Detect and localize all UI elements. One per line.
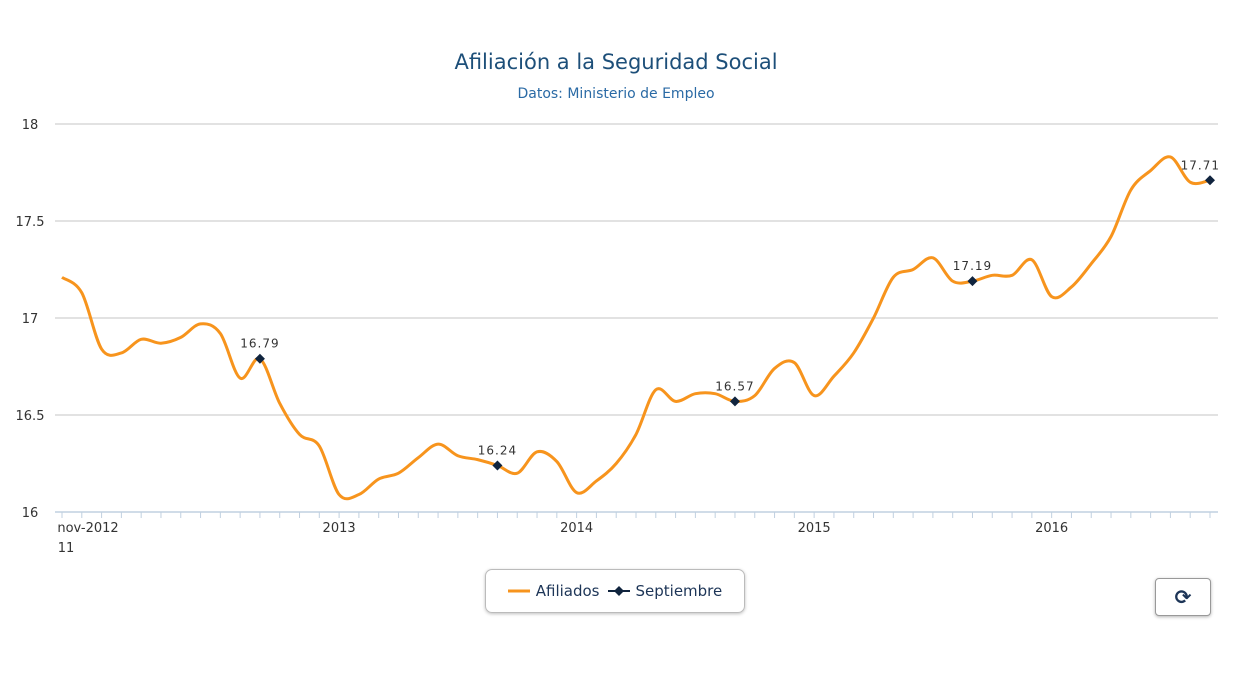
- data-label: 16.24: [478, 443, 517, 457]
- x-tick-sublabel: 11: [58, 541, 75, 556]
- septiembre-marker: [1205, 175, 1215, 186]
- chart-subtitle: Datos: Ministerio de Empleo: [517, 86, 715, 102]
- septiembre-marker: [729, 396, 740, 407]
- septiembre-marker: [492, 460, 503, 471]
- data-label: 17.71: [1181, 158, 1220, 172]
- legend-label: Afiliados: [535, 582, 600, 600]
- refresh-icon: ⟳: [1174, 585, 1192, 609]
- legend: Afiliados Septiembre: [485, 569, 745, 613]
- legend-item-septiembre[interactable]: Septiembre: [607, 582, 723, 600]
- refresh-button[interactable]: ⟳: [1155, 578, 1211, 616]
- data-label: 16.57: [715, 379, 754, 393]
- x-tick-label: 2016: [1035, 521, 1068, 536]
- legend-label: Septiembre: [635, 582, 723, 600]
- chart-title: Afiliación a la Seguridad Social: [454, 50, 778, 74]
- septiembre-marker: [967, 276, 978, 287]
- x-tick-label: nov-2012: [57, 521, 118, 536]
- y-tick-label: 18: [22, 118, 39, 133]
- orange-line-icon: [507, 589, 530, 593]
- x-tick-label: 2013: [323, 521, 356, 536]
- y-tick-label: 16: [22, 506, 39, 521]
- x-tick-label: 2015: [798, 521, 831, 536]
- legend-item-afiliados[interactable]: Afiliados: [507, 582, 600, 600]
- y-tick-label: 16.5: [16, 409, 45, 424]
- series-line-afiliados: [61, 155, 1211, 501]
- data-label: 16.79: [240, 337, 279, 351]
- septiembre-marker: [254, 353, 265, 364]
- diamond-marker-icon: [607, 586, 630, 596]
- data-label: 17.19: [953, 259, 992, 273]
- y-tick-label: 17.5: [16, 215, 45, 230]
- y-tick-label: 17: [22, 312, 39, 327]
- x-tick-label: 2014: [560, 521, 593, 536]
